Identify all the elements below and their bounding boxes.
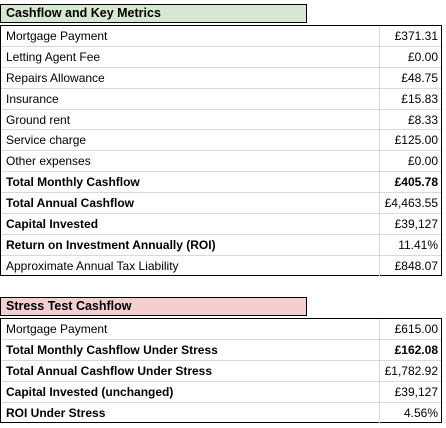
row-value: £39,127 xyxy=(379,381,441,402)
stress-section-title[interactable]: Stress Test Cashflow xyxy=(0,297,307,316)
row-label: Approximate Annual Tax Liability xyxy=(6,258,179,273)
table-row[interactable]: Total Monthly Cashflow Under Stress £162… xyxy=(1,339,441,361)
row-value: £15.83 xyxy=(379,88,441,109)
cashflow-table: Mortgage Payment £371.31 Letting Agent F… xyxy=(0,25,442,277)
row-label: Total Monthly Cashflow Under Stress xyxy=(6,342,218,357)
table-row[interactable]: Letting Agent Fee £0.00 xyxy=(1,46,441,68)
row-value: £39,127 xyxy=(379,214,441,234)
row-label: Mortgage Payment xyxy=(6,29,108,43)
row-label: Letting Agent Fee xyxy=(6,49,101,64)
row-label: Total Annual Cashflow xyxy=(6,196,134,211)
row-label: Insurance xyxy=(6,91,59,106)
stress-table: Mortgage Payment £615.00 Total Monthly C… xyxy=(0,318,442,424)
table-row[interactable]: Service charge £125.00 xyxy=(1,130,441,152)
row-label: Mortgage Payment xyxy=(6,322,108,336)
row-value: £0.00 xyxy=(379,46,441,67)
row-value: £1,782.92 xyxy=(379,360,441,381)
row-label: Service charge xyxy=(6,133,87,148)
table-row[interactable]: Other expenses £0.00 xyxy=(1,151,441,173)
row-label: ROI Under Stress xyxy=(6,405,106,420)
table-row[interactable]: Repairs Allowance £48.75 xyxy=(1,67,441,89)
row-value: £8.33 xyxy=(379,109,441,130)
row-label: Return on Investment Annually (ROI) xyxy=(6,237,216,252)
row-value: £405.78 xyxy=(379,172,441,193)
table-row[interactable]: Capital Invested £39,127 xyxy=(1,214,441,235)
table-row[interactable]: Total Annual Cashflow Under Stress £1,78… xyxy=(1,360,441,382)
table-row[interactable]: Mortgage Payment £615.00 xyxy=(1,319,441,340)
row-value: £4,463.55 xyxy=(379,193,441,214)
cashflow-section-title[interactable]: Cashflow and Key Metrics xyxy=(0,4,307,23)
table-row[interactable]: ROI Under Stress 4.56% xyxy=(1,402,441,424)
table-row[interactable]: Ground rent £8.33 xyxy=(1,109,441,131)
row-value: 11.41% xyxy=(379,234,441,255)
row-value: £371.31 xyxy=(379,26,441,46)
row-label: Other expenses xyxy=(6,154,91,169)
table-row[interactable]: Total Monthly Cashflow £405.78 xyxy=(1,172,441,194)
row-value: £848.07 xyxy=(379,255,441,277)
row-value: £615.00 xyxy=(379,319,441,339)
row-label: Capital Invested xyxy=(6,217,99,232)
row-value: £162.08 xyxy=(379,339,441,360)
row-label: Total Monthly Cashflow xyxy=(6,175,140,190)
table-row[interactable]: Approximate Annual Tax Liability £848.07 xyxy=(1,255,441,277)
table-row[interactable]: Capital Invested (unchanged) £39,127 xyxy=(1,381,441,403)
row-label: Ground rent xyxy=(6,112,71,127)
table-row[interactable]: Mortgage Payment £371.31 xyxy=(1,26,441,47)
row-value: £48.75 xyxy=(379,67,441,88)
row-value: £125.00 xyxy=(379,130,441,151)
row-label: Repairs Allowance xyxy=(6,70,105,85)
row-value: 4.56% xyxy=(379,402,441,424)
table-row[interactable]: Insurance £15.83 xyxy=(1,88,441,110)
row-value: £0.00 xyxy=(379,151,441,172)
row-label: Capital Invested (unchanged) xyxy=(6,384,174,399)
row-label: Total Annual Cashflow Under Stress xyxy=(6,363,213,378)
table-row[interactable]: Total Annual Cashflow £4,463.55 xyxy=(1,193,441,215)
table-row[interactable]: Return on Investment Annually (ROI) 11.4… xyxy=(1,234,441,256)
